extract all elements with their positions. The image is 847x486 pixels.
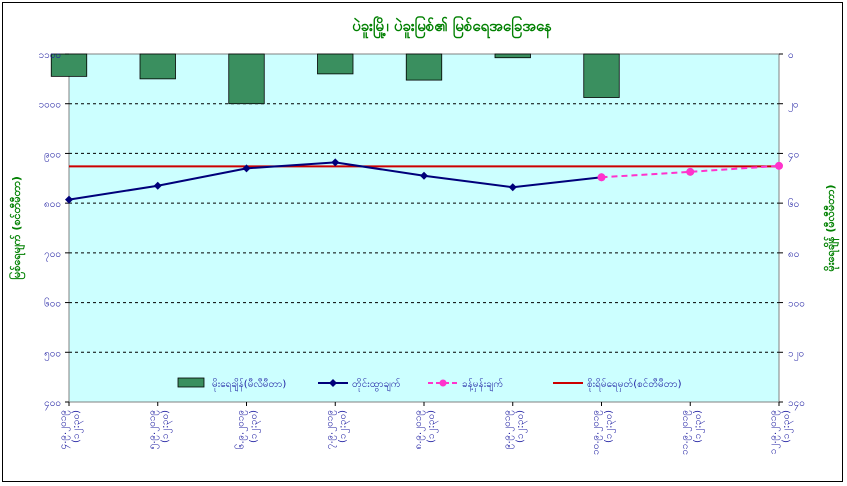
measured-point [420,171,428,180]
left-tick-label: ၇၀၀ [44,249,61,262]
x-tick-label: ၇.၉.၂၀၁၉ (၁၂:၃၀) [324,410,350,449]
y-axis-left-label: မြစ်ရေမျက် (စင်တီမီတာ) [8,176,26,280]
measured-point [153,181,162,190]
x-tick-label: ၅.၉.၂၀၁၉ (၁၂:၃၀) [147,410,173,449]
legend-swatch-rainfall [177,377,205,388]
right-tick-label: ၁၀၀ [788,299,805,310]
x-tick-label: ၁၁.၉.၂၀၁၉ (၁၂:၃၀) [679,410,705,455]
rainfall-bar [139,53,176,80]
x-tick-label: ၁၀.၉.၂၀၁၉ (၁၂:၃၀) [591,410,617,455]
right-tick-label: ၁၂၀ [788,348,804,361]
left-tick-label: ၈၀၀ [44,199,61,210]
measured-point [508,183,517,192]
left-tick-label: ၉၀၀ [44,149,61,162]
x-axis-labels: ၄.၉.၂၀၁၉ (၁၂:၃၀) ၅.၉.၂၀၁၉ (၁၂:၃၀) ၆.၉.၂၀၁၉ (၁… [58,410,794,455]
x-tick-label: ၁၂.၉.၂၀၁၉ (၁၂:၃၀) [768,410,794,454]
plot-area [68,53,780,403]
forecast-point [686,167,695,176]
legend-label: တိုင်းထွာချက် [352,377,401,392]
legend: မိုးရေချိန်(မီလီမီတာ) တိုင်းထွာချက် ခန့်မှ… [177,377,682,392]
rainfall-bar [494,53,531,59]
left-tick-label: ၄၀၀ [44,398,61,411]
x-tick-label: ၆.၉.၂၀၁၉ (၁၂:၃၀) [234,410,262,449]
axis-ticks: ၄၀၀ ၅၀၀ ၆၀၀ ၇၀၀ ၈၀၀ ၉၀၀ ၁၀၀၀ ၁၁၀၀ ၀၂၀၄၀၆၀၈၀၁၀၀၁၂… [39,50,805,411]
left-tick-label: ၆၀၀ [44,297,61,310]
x-tick-label: ၄.၉.၂၀၁၉ (၁၂:၃၀) [58,410,84,449]
x-tick-label: ၈.၉.၂၀၁၉ (၁၂:၃၀) [413,410,439,450]
right-tick-label: ၈၀ [788,249,799,260]
measured-point [331,158,340,167]
right-tick-label: ၆၀ [788,197,799,210]
rainfall-bar [583,53,620,98]
legend-marker-forecast [439,379,447,387]
water-level-lines [65,158,783,204]
y-axis-right-label: မိုးရေချိန် (မီလီမီတာ) [823,185,840,272]
left-tick-label: ၅၀၀ [44,348,61,361]
legend-label: စိုးရိမ်ရေမှတ်(စင်တီမီတာ) [587,377,682,392]
left-tick-label: ၁၀၀၀ [39,100,62,111]
right-tick-label: ၄၀ [788,149,799,162]
right-tick-label: ၂၀ [788,100,799,113]
chart-title: ပဲခူးမြို့၊ ပဲခူးမြစ်၏ မြစ်ရေအခြေအနေ [352,15,552,39]
right-tick-label: ၀ [788,50,794,61]
rainfall-bar [317,53,354,75]
legend-label: ခန့်မှန်းချက် [462,377,503,392]
rainfall-bar [228,53,265,105]
legend-marker-measured [329,379,337,387]
measured-point [65,195,73,204]
gridlines [69,103,779,353]
x-tick-label: ၉.၉.၂၀၁၉ (၁၂:၃၀) [502,410,528,449]
legend-label: မိုးရေချိန်(မီလီမီတာ) [212,377,286,392]
left-tick-label: ၁၁၀၀ [39,50,62,61]
right-tick-label: ၁၄၀ [788,398,805,411]
forecast-point [775,161,783,170]
forecast-point [597,173,606,182]
rainfall-bar [405,53,443,81]
measured-point [242,164,251,173]
rainfall-bars [50,53,620,105]
